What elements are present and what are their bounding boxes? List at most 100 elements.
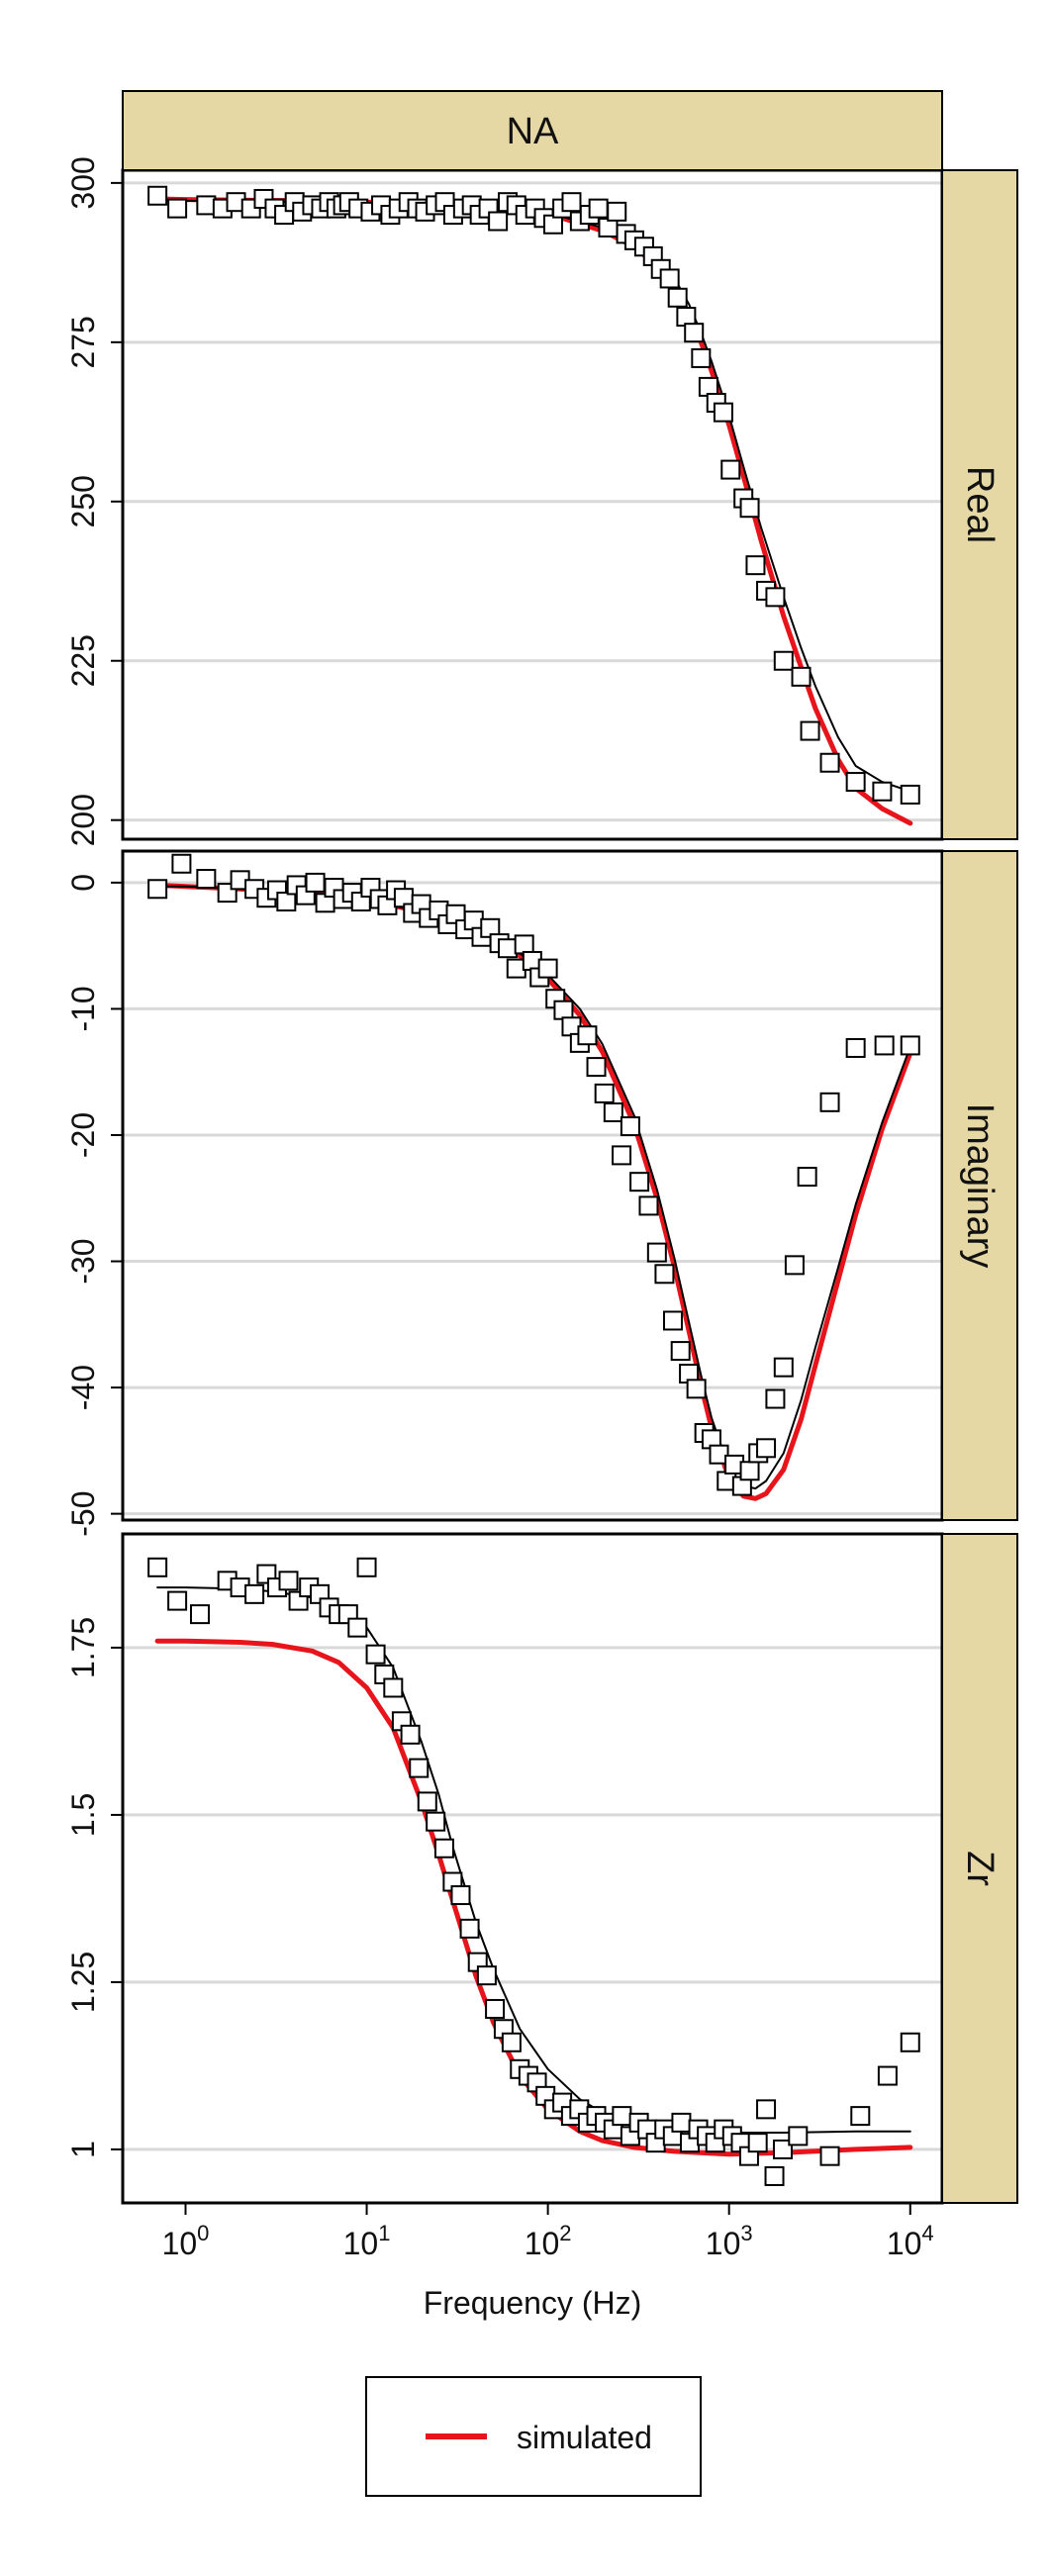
data-point xyxy=(654,1264,675,1285)
panel-background xyxy=(123,1534,942,2203)
data-point xyxy=(612,2106,632,2127)
x-tick-label: 102 xyxy=(525,2221,572,2261)
data-point xyxy=(278,1571,299,1591)
data-point xyxy=(196,195,217,216)
data-point xyxy=(874,1035,895,1056)
data-point xyxy=(383,1677,404,1698)
data-point xyxy=(819,2146,840,2166)
data-point xyxy=(662,1310,683,1331)
panel-strip-box xyxy=(941,850,1018,1521)
data-point xyxy=(612,1145,632,1166)
x-tick-label: 103 xyxy=(706,2221,753,2261)
y-tick-label: 250 xyxy=(65,475,101,527)
data-point xyxy=(819,752,840,773)
data-point xyxy=(800,720,820,741)
data-point xyxy=(426,1811,446,1832)
data-point xyxy=(463,910,484,931)
data-point xyxy=(756,2099,777,2120)
gridlines xyxy=(123,181,942,2151)
y-tick-label: 1 xyxy=(65,2141,101,2158)
data-point xyxy=(709,1444,729,1465)
x-tick-label: 100 xyxy=(162,2221,210,2261)
y-tick-label: 200 xyxy=(65,794,101,846)
data-point xyxy=(561,192,582,213)
y-tick-label: 0 xyxy=(65,874,101,892)
panel-strip-box xyxy=(941,169,1018,840)
data-point xyxy=(147,1557,168,1577)
x-tick-exponent: 2 xyxy=(559,2221,571,2245)
y-tick-label: 225 xyxy=(65,634,101,687)
data-point xyxy=(603,1102,623,1123)
data-point xyxy=(667,287,688,308)
data-point xyxy=(305,872,326,893)
data-point xyxy=(196,869,217,890)
data-point xyxy=(189,1604,210,1625)
data-point xyxy=(459,1918,480,1939)
data-point xyxy=(488,211,509,232)
data-point xyxy=(747,2133,768,2153)
x-tick-base: 10 xyxy=(343,2226,379,2261)
data-point xyxy=(629,1172,650,1193)
data-point xyxy=(501,2032,522,2052)
data-point xyxy=(244,1583,265,1604)
data-point xyxy=(594,1083,615,1103)
x-tick-label: 101 xyxy=(343,2221,391,2261)
data-point xyxy=(765,587,786,608)
data-point xyxy=(684,323,705,343)
data-point xyxy=(900,2032,920,2052)
x-tick-exponent: 1 xyxy=(378,2221,390,2245)
data-point xyxy=(659,268,680,289)
data-point xyxy=(784,1255,805,1276)
data-point xyxy=(347,1617,368,1638)
axes: 200 225 250 275 300 -50 -40 -30 -20 -10 0 1 1.25 1.5 1… xyxy=(65,156,934,2321)
panel-backgrounds xyxy=(123,170,942,2203)
top-strip-label: NA xyxy=(507,111,559,152)
y-tick-label: 1.75 xyxy=(65,1617,101,1678)
data-point xyxy=(147,879,168,900)
data-point xyxy=(845,772,866,793)
data-point xyxy=(498,938,519,959)
data-point xyxy=(713,402,733,423)
data-point xyxy=(147,185,168,206)
data-point xyxy=(171,853,192,874)
data-point xyxy=(276,892,297,912)
data-point xyxy=(850,2106,871,2127)
data-point xyxy=(765,1388,786,1409)
data-point xyxy=(670,1341,691,1362)
panel-strip-label: Imaginary xyxy=(959,1103,1001,1269)
data-point xyxy=(764,2165,785,2186)
data-point xyxy=(819,1092,840,1112)
x-tick-exponent: 4 xyxy=(921,2221,933,2245)
data-point xyxy=(450,1885,471,1906)
data-point xyxy=(409,1758,430,1778)
data-point xyxy=(417,1791,437,1812)
data-point xyxy=(773,2139,794,2159)
data-point xyxy=(739,498,760,519)
data-point xyxy=(607,201,627,222)
y-tick-label: -30 xyxy=(65,1238,101,1284)
data-point xyxy=(845,1037,866,1058)
x-tick-exponent: 3 xyxy=(740,2221,752,2245)
data-point xyxy=(167,1590,188,1611)
data-point xyxy=(433,1838,454,1859)
x-tick-base: 10 xyxy=(887,2226,922,2261)
data-point xyxy=(537,958,558,979)
legend-box xyxy=(365,2376,702,2497)
data-point xyxy=(400,1724,421,1745)
y-tick-label: -50 xyxy=(65,1490,101,1536)
y-tick-label: 1.5 xyxy=(65,1793,101,1837)
data-point xyxy=(553,1000,574,1020)
panel-strip-label: Real xyxy=(959,466,1001,543)
x-tick-exponent: 0 xyxy=(197,2221,209,2245)
data-point xyxy=(739,1461,760,1481)
data-point xyxy=(577,1025,598,1046)
data-point xyxy=(167,198,188,219)
data-point xyxy=(588,198,609,219)
data-point xyxy=(720,459,741,480)
data-point xyxy=(788,2126,809,2147)
data-point xyxy=(620,1116,640,1137)
data-point xyxy=(877,2065,898,2086)
data-point xyxy=(773,650,794,671)
legend-label-simulated: simulated xyxy=(517,2420,652,2455)
